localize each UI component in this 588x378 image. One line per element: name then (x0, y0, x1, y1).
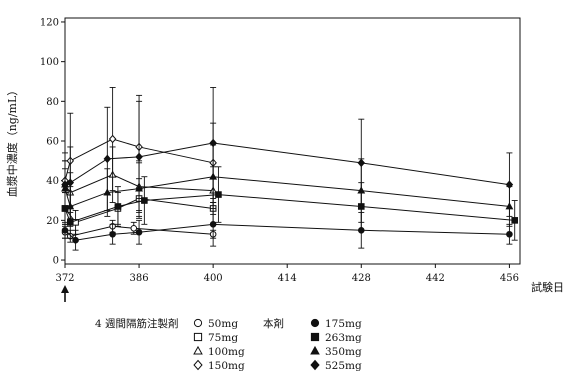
x-tick-label: 456 (500, 273, 519, 284)
chart-series (61, 86, 519, 251)
data-point (135, 228, 143, 236)
legend-entry-label: 150mg (208, 360, 245, 372)
legend-marker (193, 332, 203, 342)
series-line (64, 194, 515, 223)
data-point (215, 191, 222, 198)
data-point (66, 178, 75, 187)
series-263mg (61, 166, 519, 241)
x-tick-label: 414 (278, 273, 297, 284)
data-point (103, 154, 112, 164)
y-axis-label: 血漿中濃度（ng/mL） (5, 85, 19, 198)
y-tick-label: 40 (46, 176, 59, 187)
data-point (505, 180, 514, 189)
legend-entry-label: 263mg (325, 332, 362, 344)
data-point (209, 138, 217, 148)
legend-group-label: 4 週間隔筋注製剤 (95, 317, 179, 330)
series-175mg (61, 202, 513, 251)
y-tick-label: 100 (40, 57, 59, 68)
y-tick-label: 20 (46, 216, 59, 227)
legend-marker (310, 318, 320, 328)
legend-marker (310, 332, 320, 342)
data-point (135, 152, 143, 162)
data-point (72, 236, 79, 244)
x-tick-label: 400 (204, 273, 223, 284)
x-axis-label: 試験日 (531, 280, 564, 294)
legend-group-label: 本剤 (263, 317, 284, 330)
legend-entry-label: 75mg (208, 332, 238, 344)
data-point (506, 230, 513, 238)
chart-axes: 0 20 40 60 80 100 120 372 386 400 414 428 442 456 血漿中濃… (5, 17, 564, 302)
y-tick-label: 120 (40, 17, 59, 28)
data-point (114, 203, 122, 210)
dose-arrow-head (61, 285, 69, 293)
series-525mg (61, 86, 514, 219)
x-tick-label: 386 (130, 273, 149, 284)
legend-entry-label: 525mg (325, 360, 362, 372)
legend-marker (310, 345, 320, 355)
data-point (209, 221, 217, 228)
data-point (108, 134, 117, 144)
y-tick-label: 60 (46, 137, 59, 148)
data-point (357, 158, 366, 168)
legend-entry-label: 100mg (208, 346, 245, 358)
legend-entry-label: 175mg (325, 318, 362, 330)
x-tick-label: 372 (55, 273, 74, 284)
data-point (511, 217, 519, 224)
data-point (109, 230, 116, 238)
legend-marker (310, 359, 320, 371)
series-line (64, 142, 510, 186)
y-tick-label: 0 (53, 256, 59, 267)
x-tick-label: 428 (352, 273, 371, 284)
legend-entry-label: 50mg (208, 318, 238, 330)
legend-entry-label: 350mg (325, 346, 362, 358)
data-point (141, 197, 148, 204)
data-point (130, 224, 138, 232)
legend-marker (193, 345, 203, 355)
legend-marker (193, 359, 203, 371)
data-point (61, 226, 69, 234)
legend-marker (193, 318, 203, 328)
data-point (61, 180, 69, 189)
y-tick-label: 80 (46, 97, 59, 108)
x-tick-label: 442 (426, 273, 445, 284)
chart-legend: 4 週間隔筋注製剤 本剤 50mg 75mg 100mg 150mg 175mg 263mg 3… (95, 317, 362, 372)
